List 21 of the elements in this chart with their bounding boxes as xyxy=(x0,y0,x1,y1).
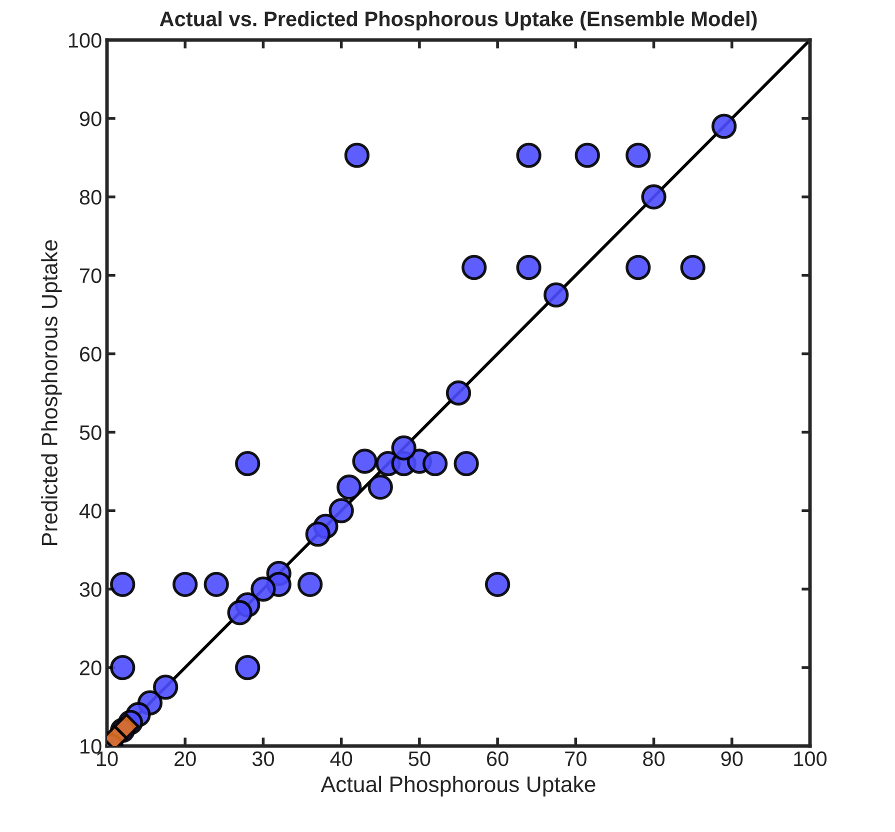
x-tick-label: 100 xyxy=(794,751,827,766)
x-tick-label: 50 xyxy=(408,751,430,766)
x-tick-label: 90 xyxy=(721,751,743,766)
x-tick-label: 40 xyxy=(330,751,352,766)
chart-title: Actual vs. Predicted Phosphorous Uptake (Ensemble Model) xyxy=(160,11,757,30)
y-tick-label: 70 xyxy=(80,268,102,284)
y-tick-label: 60 xyxy=(80,346,102,362)
y-tick-label: 40 xyxy=(79,504,102,518)
x-tick-label: 60 xyxy=(487,751,508,766)
y-axis-title: Predicted Phosphorous Uptake xyxy=(41,240,62,545)
y-tick-label: 90 xyxy=(80,111,102,126)
y-tick-label: 100 xyxy=(68,33,102,48)
x-tick-label: 30 xyxy=(252,751,274,766)
x-axis-title: Actual Phosphorous Uptake xyxy=(320,776,596,797)
x-tick-label: 80 xyxy=(643,751,665,766)
x-tick-label: 70 xyxy=(565,751,586,766)
y-tick-label: 50 xyxy=(80,425,102,440)
x-tick-label: 20 xyxy=(174,751,196,766)
y-tick-label: 80 xyxy=(80,190,102,205)
y-tick-label: 20 xyxy=(80,660,102,676)
y-tick-label: 30 xyxy=(80,582,102,597)
